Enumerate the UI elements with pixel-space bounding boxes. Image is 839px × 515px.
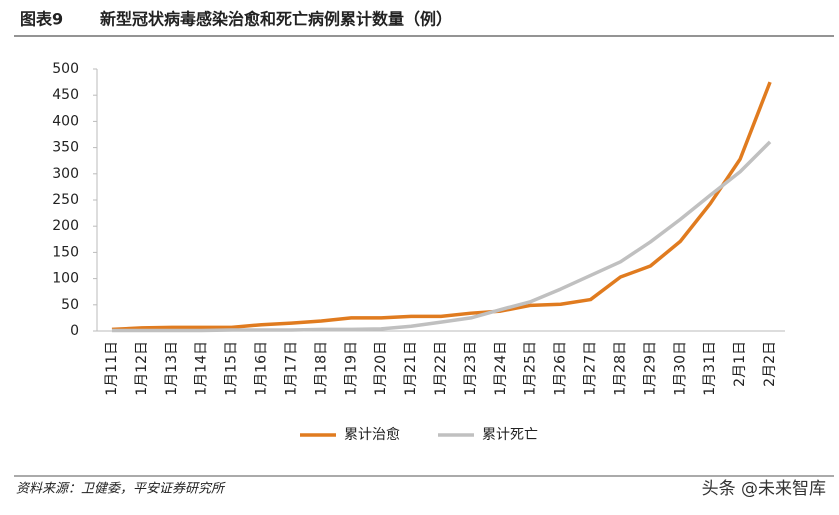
x-tick-label: 2月2日 xyxy=(762,341,778,387)
y-tick-label: 500 xyxy=(52,61,79,77)
series-line xyxy=(111,140,772,333)
y-tick-label: 450 xyxy=(52,87,79,103)
x-tick-label: 1月17日 xyxy=(283,341,299,396)
figure-label: 图表9 xyxy=(20,10,63,29)
x-tick-label: 1月30日 xyxy=(672,341,688,396)
y-tick-label: 100 xyxy=(52,271,79,287)
x-tick-label: 1月22日 xyxy=(433,341,449,396)
x-tick-label: 1月31日 xyxy=(702,341,718,396)
legend-label: 累计治愈 xyxy=(344,427,400,443)
y-tick-label: 300 xyxy=(52,166,79,182)
x-tick-label: 1月18日 xyxy=(313,341,329,396)
x-tick-label: 1月28日 xyxy=(612,341,628,396)
x-tick-label: 1月26日 xyxy=(553,341,569,396)
y-tick-label: 200 xyxy=(52,218,79,234)
legend-label: 累计死亡 xyxy=(482,427,538,443)
watermark: 头条 @未来智库 xyxy=(702,479,826,499)
x-tick-label: 1月15日 xyxy=(224,341,240,396)
y-tick-label: 150 xyxy=(52,244,79,260)
x-tick-label: 1月27日 xyxy=(583,341,599,396)
x-tick-label: 1月23日 xyxy=(463,341,479,396)
source: 资料来源：卫健委，平安证券研究所 xyxy=(16,481,226,497)
y-tick-label: 250 xyxy=(52,192,79,208)
x-tick-label: 1月29日 xyxy=(642,341,658,396)
x-tick-label: 1月19日 xyxy=(343,341,359,396)
x-tick-label: 1月16日 xyxy=(254,341,270,396)
chart-title: 新型冠状病毒感染治愈和死亡病例累计数量（例） xyxy=(100,10,452,29)
y-tick-label: 400 xyxy=(52,113,79,129)
x-tick-label: 1月25日 xyxy=(523,341,539,396)
y-tick-label: 350 xyxy=(52,140,79,156)
x-tick-label: 1月24日 xyxy=(493,341,509,396)
x-tick-label: 2月1日 xyxy=(732,341,748,387)
x-tick-label: 1月14日 xyxy=(194,341,210,396)
y-tick-label: 0 xyxy=(70,323,79,339)
x-tick-label: 1月20日 xyxy=(373,341,389,396)
series-line xyxy=(111,81,772,332)
x-tick-label: 1月21日 xyxy=(403,341,419,396)
y-tick-label: 50 xyxy=(61,297,79,313)
x-tick-label: 1月12日 xyxy=(134,341,150,396)
x-tick-label: 1月13日 xyxy=(164,341,180,396)
x-tick-label: 1月11日 xyxy=(104,341,120,396)
